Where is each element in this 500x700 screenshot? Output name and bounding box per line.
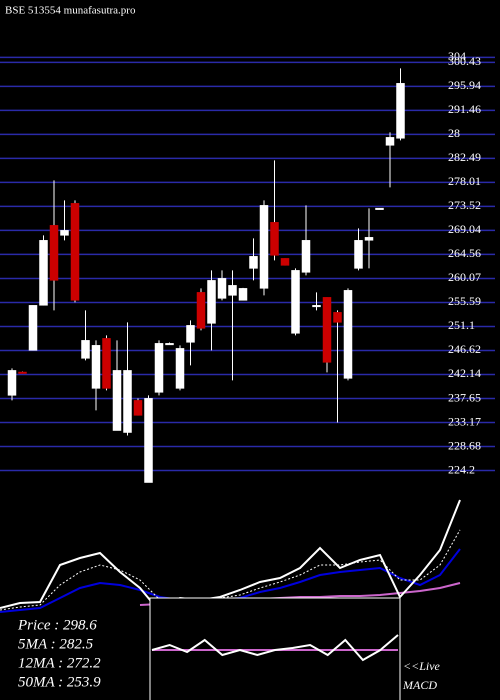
y-tick-label: 300.43 xyxy=(448,54,481,68)
candle-body xyxy=(312,305,321,308)
candle-body xyxy=(238,288,248,301)
annotation: 50MA : 253.9 xyxy=(18,674,101,690)
y-tick-label: 291.46 xyxy=(448,102,481,116)
candle-body xyxy=(280,258,290,266)
y-tick-label: 251.1 xyxy=(448,318,475,332)
y-tick-label: 224.2 xyxy=(448,462,475,476)
candle-body xyxy=(186,325,195,343)
candle-body xyxy=(343,290,353,379)
candle-body xyxy=(175,348,185,389)
y-tick-label: 242.14 xyxy=(448,366,481,380)
y-tick-label: 295.94 xyxy=(448,78,481,92)
y-tick-label: 255.59 xyxy=(448,294,481,308)
candle-body xyxy=(228,285,237,296)
chart-title: BSE 513554 munafasutra.pro xyxy=(5,5,136,17)
candle-body xyxy=(7,370,17,396)
annotation: 12MA : 272.2 xyxy=(18,655,101,671)
y-tick-label: 237.65 xyxy=(448,390,481,404)
y-tick-label: 246.62 xyxy=(448,342,481,356)
candle-body xyxy=(259,205,269,289)
candle-body xyxy=(133,400,143,416)
candle-body xyxy=(291,270,300,334)
annotation: 5MA : 282.5 xyxy=(18,636,94,652)
series-line xyxy=(0,529,461,611)
candle-body xyxy=(249,256,258,269)
candle-body xyxy=(70,203,80,301)
candle-body xyxy=(123,370,132,433)
candle-body xyxy=(39,240,48,306)
candle-body xyxy=(375,207,384,210)
annotation: MACD xyxy=(402,678,437,692)
candle-body xyxy=(270,222,279,256)
y-tick-label: 282.49 xyxy=(448,150,481,164)
y-tick-label: 264.56 xyxy=(448,246,481,260)
candle-body xyxy=(154,343,164,393)
candle-body xyxy=(196,292,206,329)
candle-body xyxy=(333,312,342,323)
candle-body xyxy=(364,237,374,241)
annotation: Price : 298.6 xyxy=(17,617,97,633)
y-tick-label: 304 xyxy=(448,49,466,63)
candle-body xyxy=(385,137,395,146)
y-tick-label: 260.07 xyxy=(448,270,481,284)
y-tick-label: 273.52 xyxy=(448,198,481,212)
series-line xyxy=(0,499,461,614)
candle-body xyxy=(322,297,332,363)
series-line xyxy=(151,634,399,662)
candle-body xyxy=(49,225,59,281)
annotation: <<Live xyxy=(403,659,441,673)
candle-body xyxy=(112,370,122,431)
y-tick-label: 278.01 xyxy=(448,174,481,188)
candle-body xyxy=(102,338,111,389)
y-tick-label: 228.68 xyxy=(448,438,481,452)
candle-body xyxy=(396,83,405,139)
candle-body xyxy=(354,240,363,269)
y-tick-label: 233.17 xyxy=(448,414,481,428)
candle-body xyxy=(165,343,174,346)
candle-body xyxy=(217,278,227,299)
candle-body xyxy=(91,345,101,389)
candle-body xyxy=(18,371,27,374)
candle-body xyxy=(301,240,311,273)
candle-body xyxy=(28,305,38,351)
candle-body xyxy=(207,280,216,324)
y-tick-label: 28 xyxy=(448,126,460,140)
candle-body xyxy=(60,230,69,236)
candle-body xyxy=(81,340,90,359)
candle-body xyxy=(144,398,153,483)
y-tick-label: 269.04 xyxy=(448,222,481,236)
